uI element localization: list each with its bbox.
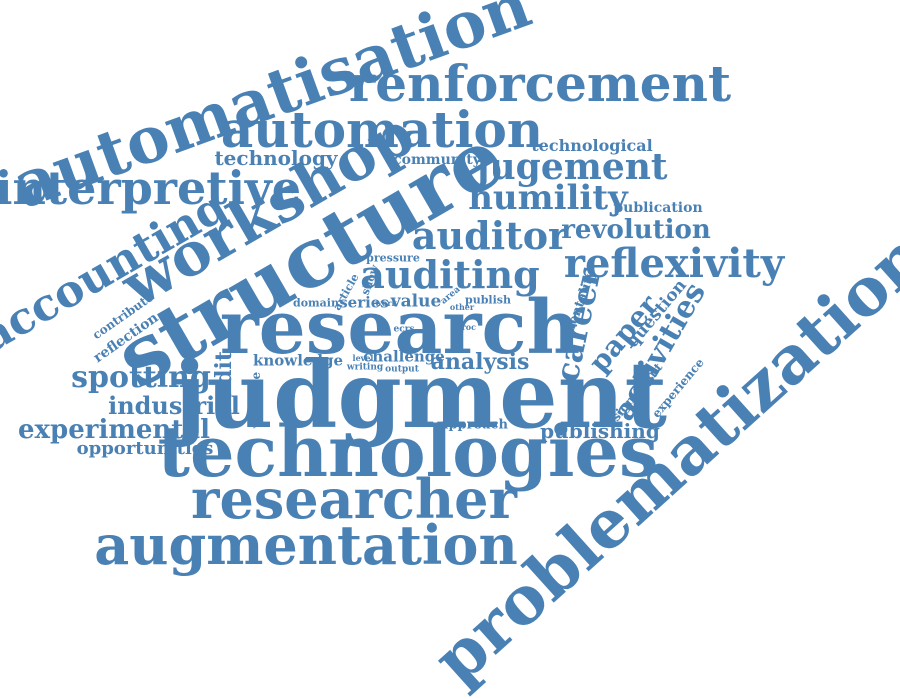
word-humility: humility	[468, 178, 628, 218]
word-domain: domain	[293, 296, 339, 310]
word-publication: publication	[613, 200, 703, 216]
word-analysis: analysis	[430, 349, 530, 375]
word-experimental: experimental	[17, 415, 211, 445]
word-revolution: revolution	[561, 215, 711, 245]
word-pressure: pressure	[366, 251, 420, 265]
word-renforcement: renforcement	[348, 54, 732, 113]
word-auditing: auditing	[360, 252, 540, 297]
word-approach: approach	[440, 417, 508, 433]
word-technology: technology	[214, 146, 338, 170]
word-research: research	[219, 285, 581, 371]
word-judgment: judgment	[172, 341, 668, 449]
word-knowledge: knowledge	[253, 351, 343, 370]
word-automation: automation	[220, 100, 544, 159]
word-technologies: technologies	[157, 410, 659, 493]
word-writing: writing	[346, 362, 384, 373]
word-spotting: spotting	[71, 360, 211, 395]
word-technological: technological	[531, 136, 653, 155]
word-researcher: researcher	[191, 467, 517, 531]
word-augmentation: augmentation	[94, 513, 518, 577]
word-series: series	[339, 293, 389, 312]
word-challenge: challenge	[363, 347, 445, 366]
word-output: output	[385, 364, 419, 375]
word-jugement: jugement	[476, 146, 668, 188]
word-value: value	[390, 291, 442, 312]
word-level: level	[352, 353, 374, 363]
word-other: other	[449, 302, 475, 312]
word-ecrs: ecrs	[393, 324, 415, 335]
word-publish: publish	[465, 293, 511, 307]
word-reflexivity: reflexivity	[563, 240, 785, 287]
word-industrial: industrial	[108, 391, 240, 420]
word-interpretive: interpretive	[0, 161, 302, 215]
word-publishing: publishing	[540, 419, 660, 443]
word-proc: proc	[455, 322, 477, 332]
word-opportunities: opportunities	[76, 438, 214, 459]
word-auditor: auditor	[411, 213, 569, 258]
word-community: community	[393, 152, 481, 168]
word-work: work	[375, 298, 397, 308]
